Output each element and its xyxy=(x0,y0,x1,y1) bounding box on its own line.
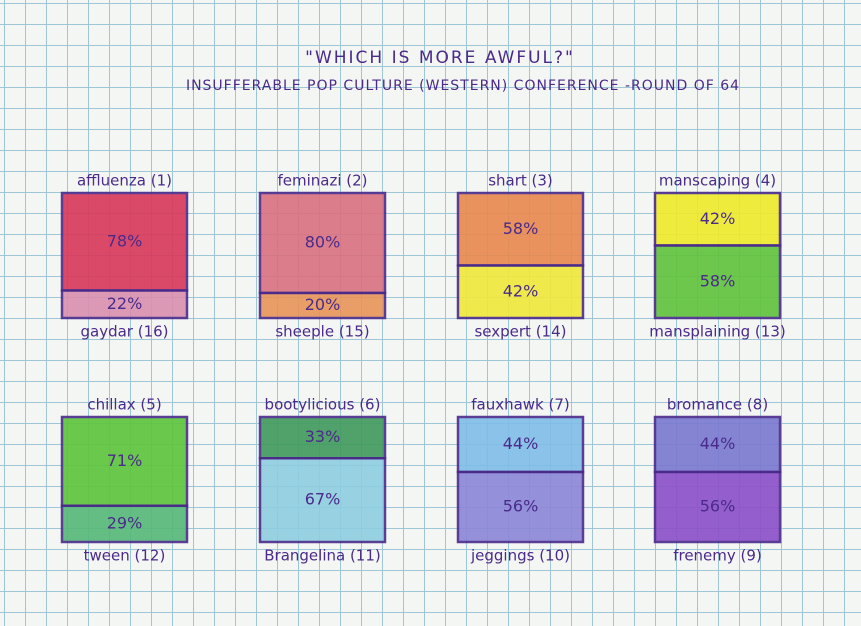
bottom-label: tween (12) xyxy=(84,547,166,565)
value-label: 44% xyxy=(503,434,539,453)
segment xyxy=(60,191,189,292)
bottom-label: jeggings (10) xyxy=(470,547,570,565)
segment xyxy=(456,264,585,320)
value-label: 67% xyxy=(305,490,341,509)
title: "WHICH IS MORE AWFUL?" xyxy=(305,48,575,68)
top-label: affluenza (1) xyxy=(77,172,172,190)
bottom-label: sheeple (15) xyxy=(275,323,369,341)
segment xyxy=(653,244,782,320)
top-label: manscaping (4) xyxy=(659,172,776,190)
value-label: 44% xyxy=(700,434,736,453)
top-label: feminazi (2) xyxy=(277,172,367,190)
segment xyxy=(258,457,387,544)
top-label: shart (3) xyxy=(488,172,553,190)
value-label: 78% xyxy=(107,231,143,250)
value-label: 33% xyxy=(305,427,341,446)
value-label: 29% xyxy=(107,513,143,532)
segment xyxy=(60,504,189,544)
value-label: 42% xyxy=(503,281,539,300)
value-label: 58% xyxy=(503,219,539,238)
bottom-label: sexpert (14) xyxy=(474,323,566,341)
segment xyxy=(60,289,189,320)
value-label: 42% xyxy=(700,209,736,228)
value-label: 56% xyxy=(700,497,736,516)
segment xyxy=(258,291,387,320)
bottom-label: gaydar (16) xyxy=(80,323,168,341)
segment xyxy=(653,470,782,544)
value-label: 22% xyxy=(107,294,143,313)
bottom-label: frenemy (9) xyxy=(673,547,762,565)
subtitle: INSUFFERABLE POP CULTURE (WESTERN) CONFE… xyxy=(186,78,740,94)
value-label: 71% xyxy=(107,451,143,470)
top-label: bromance (8) xyxy=(667,396,768,414)
bottom-label: Brangelina (11) xyxy=(264,547,381,565)
value-label: 80% xyxy=(305,233,341,252)
top-label: fauxhawk (7) xyxy=(471,396,570,414)
top-label: chillax (5) xyxy=(87,396,161,414)
segment xyxy=(456,470,585,544)
value-label: 56% xyxy=(503,497,539,516)
top-label: bootylicious (6) xyxy=(265,396,381,414)
value-label: 58% xyxy=(700,271,736,290)
value-label: 20% xyxy=(305,295,341,314)
bottom-label: mansplaining (13) xyxy=(649,323,785,341)
segment xyxy=(258,415,387,460)
